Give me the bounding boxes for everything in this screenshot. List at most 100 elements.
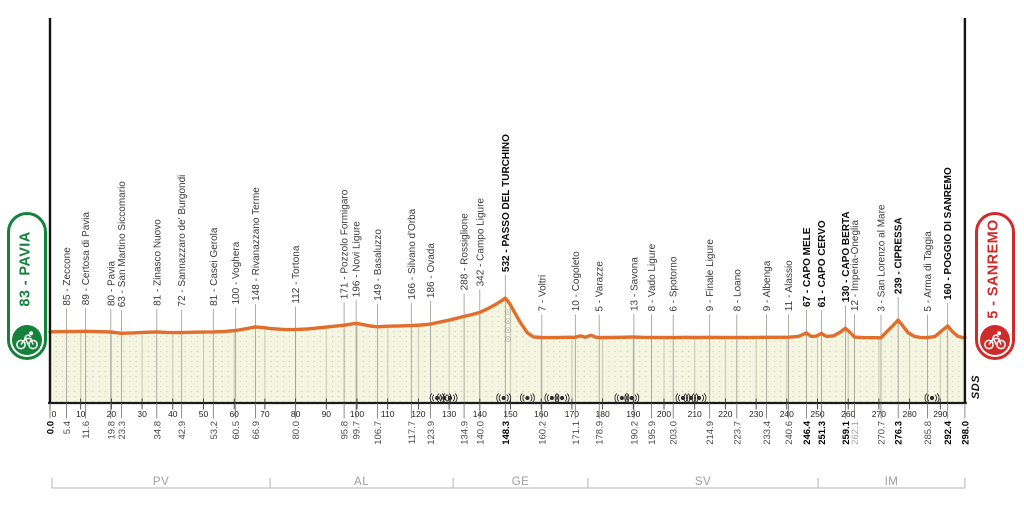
distance-label: 276.3 (894, 421, 905, 445)
distance-label: 262.1 (850, 421, 861, 445)
waypoint-label: 171 - Pozzolo Formigaro (340, 189, 351, 299)
distance-label: 11.6 (81, 421, 92, 439)
km-tick-label: 170 (565, 409, 579, 419)
sds-logo-text: SDS (970, 375, 982, 399)
waypoint-label: 160 - POGGIO DI SANREMO (943, 167, 954, 300)
waypoint-label: 239 - CIPRESSA (894, 217, 905, 294)
distance-label: 223.7 (732, 421, 743, 445)
region-bracket (52, 478, 965, 488)
distance-label: 0.0 (46, 421, 57, 434)
finish-badge-label: 5 - SANREMO (986, 219, 1002, 318)
tunnel-stack-icon (505, 318, 510, 323)
distance-label: 123.9 (426, 421, 437, 445)
waypoint-label: 5 - Arma di Taggia (923, 231, 934, 312)
km-tick-label: 70 (260, 409, 270, 419)
race-profile: 0102030405060708090100110120130140150160… (0, 0, 1024, 507)
distance-label: 214.9 (705, 421, 716, 445)
waypoint-label: 166 - Silvano d'Orba (407, 208, 418, 299)
distance-label: 292.4 (943, 420, 954, 444)
km-tick-label: 250 (810, 409, 824, 419)
elevation-chart: 0102030405060708090100110120130140150160… (0, 0, 1024, 507)
km-tick-label: 160 (534, 409, 548, 419)
km-tick-label: 30 (137, 409, 147, 419)
waypoint-label: 148 - Rivanazzano Terme (251, 187, 262, 301)
km-tick-label: 10 (76, 409, 86, 419)
start-badge-label-wrap: 83 - PAVIA (10, 217, 42, 321)
km-tick-label: 190 (626, 409, 640, 419)
waypoint-label: 186 - Ovada (426, 243, 437, 298)
km-tick-label: 50 (199, 409, 209, 419)
waypoint-label: 149 - Basaluzzo (373, 229, 384, 301)
distance-label: 34.8 (152, 421, 163, 440)
km-tick-label: 100 (350, 409, 364, 419)
distance-label: 95.8 (340, 421, 351, 440)
region-label: SV (695, 476, 711, 488)
distance-label: 246.4 (802, 420, 813, 444)
tunnel-stack-icon (505, 336, 510, 341)
km-tick-label: 90 (322, 409, 332, 419)
distance-label: 298.0 (960, 421, 971, 445)
distance-label: 66.9 (251, 421, 262, 440)
distance-label: 178.9 (595, 421, 606, 445)
finish-line (964, 18, 966, 403)
distance-label: 148.3 (501, 421, 512, 445)
region-label: PV (153, 476, 169, 488)
cyclist-icon (983, 329, 1007, 351)
waypoint-label: 72 - Sannazzaro de' Burgondi (177, 175, 188, 307)
distance-label: 117.7 (407, 421, 418, 444)
finish-badge-label-wrap: 5 - SANREMO (978, 217, 1010, 321)
distance-label: 60.5 (231, 421, 242, 440)
km-tick-label: 180 (596, 409, 610, 419)
distance-label: 160.2 (537, 421, 548, 445)
start-badge-label: 83 - PAVIA (18, 231, 34, 306)
waypoint-label: 81 - Zinasco Nuovo (152, 219, 163, 306)
region-label: IM (885, 476, 899, 488)
waypoint-label: 7 - Voltri (537, 275, 548, 312)
waypoint-label: 3 - San Lorenzo al Mare (877, 204, 888, 312)
km-tick-label: 0 (52, 409, 57, 419)
distance-label: 5.4 (62, 421, 73, 434)
waypoint-label: 13 - Savona (629, 257, 640, 311)
km-tick-label: 60 (229, 409, 239, 419)
distance-label: 251.3 (817, 421, 828, 445)
distance-label: 53.2 (209, 421, 220, 440)
start-badge: 83 - PAVIA (7, 212, 47, 360)
km-tick-label: 120 (411, 409, 425, 419)
region-label: AL (354, 476, 369, 488)
waypoint-label: 112 - Tortona (291, 245, 302, 303)
km-tick-label: 200 (657, 409, 671, 419)
waypoint-label: 8 - Loano (732, 269, 743, 312)
waypoint-label: 11 - Alassio (784, 260, 795, 311)
waypoint-label: 100 - Voghera (231, 241, 242, 304)
waypoint-label: 196 - Novi Ligure (352, 221, 363, 298)
distance-label: 190.2 (629, 421, 640, 445)
waypoint-label: 80 - Pavia (106, 261, 117, 306)
km-tick-label: 20 (107, 409, 117, 419)
km-tick-label: 210 (688, 409, 702, 419)
km-tick-label: 130 (442, 409, 456, 419)
waypoint-label: 5 - Varazze (595, 261, 606, 312)
distance-label: 195.9 (647, 421, 658, 445)
waypoint-label: 288 - Rossiglione (460, 213, 471, 291)
km-tick-label: 240 (780, 409, 794, 419)
km-tick-label: 40 (168, 409, 178, 419)
distance-label: 42.9 (177, 421, 188, 440)
km-tick-label: 230 (749, 409, 763, 419)
finish-badge-circle (980, 325, 1010, 355)
sds-logo: SDS (966, 373, 986, 401)
waypoint-label: 85 - Zeccone (62, 247, 73, 306)
km-tick-label: 290 (933, 409, 947, 419)
km-tick-label: 260 (841, 409, 855, 419)
distance-label: 99.7 (352, 421, 363, 440)
waypoint-label: 61 - CAPO CERVO (817, 220, 828, 307)
km-tick-label: 280 (903, 409, 917, 419)
distance-label: 203.0 (669, 421, 680, 445)
waypoint-label: 9 - Albenga (762, 260, 773, 311)
waypoint-label: 532 - PASSO DEL TURCHINO (501, 134, 512, 272)
waypoint-label: 12 - Imperia-Oneglia (850, 220, 861, 312)
distance-label: 19.8 (106, 421, 117, 440)
waypoint-label: 8 - Vado Ligure (647, 243, 658, 311)
finish-badge: 5 - SANREMO (975, 212, 1015, 360)
start-badge-circle (12, 325, 42, 355)
distance-label: 23.3 (117, 421, 128, 440)
